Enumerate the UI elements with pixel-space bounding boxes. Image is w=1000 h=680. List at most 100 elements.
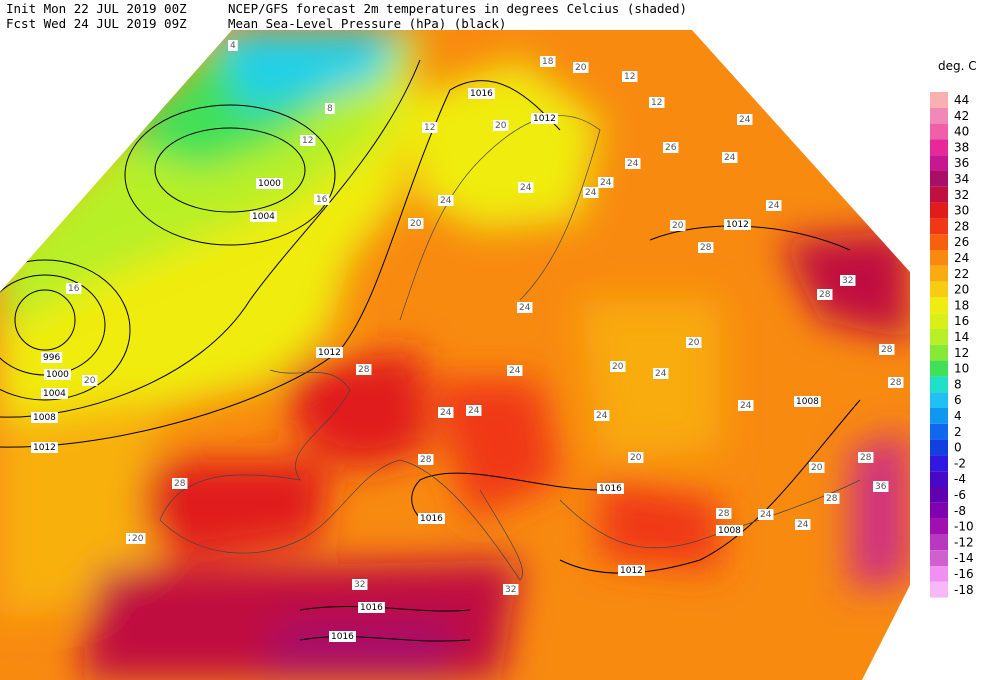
legend-label: 4 [954, 409, 962, 423]
isobar-label: 1012 [620, 566, 643, 576]
legend-label: 22 [954, 267, 969, 281]
legend-swatch [930, 423, 948, 440]
legend-swatch [930, 281, 948, 298]
legend-label: -14 [954, 551, 974, 565]
temperature-label-box [503, 584, 519, 595]
legend-label: 34 [954, 172, 969, 186]
temperature-label: 24 [739, 115, 751, 125]
isobar-label: 1012 [33, 443, 56, 453]
temperature-label-box [698, 242, 714, 253]
isobar-label: 1016 [599, 484, 622, 494]
temperature-label-box [649, 97, 665, 108]
temperature-label-box [686, 337, 702, 348]
legend-swatch [930, 360, 948, 377]
temperature-label: 20 [84, 376, 96, 386]
temperature-label: 24 [600, 178, 612, 188]
legend: 4442403836343230282624222018161412108642… [930, 92, 974, 598]
temperature-label-box [228, 40, 238, 51]
legend-label: 26 [954, 235, 969, 249]
temperature-label: 28 [718, 509, 730, 519]
isobar-label-box [716, 525, 743, 536]
temperature-label-box [625, 158, 641, 169]
temperature-label-box [670, 220, 686, 231]
temperature-label: 20 [811, 463, 823, 473]
temperature-label-box [438, 195, 454, 206]
isobar-label-box [41, 352, 63, 363]
isobar-label: 1008 [796, 397, 819, 407]
temperature-label: 24 [596, 411, 608, 421]
isobar-label-box [618, 565, 645, 576]
isobar-label-box [597, 483, 624, 494]
temperature-label-box [314, 194, 330, 205]
temperature-label: 24 [440, 196, 452, 206]
legend-swatch [930, 313, 948, 329]
legend-swatch [930, 455, 948, 472]
legend-swatch [930, 518, 948, 535]
isobar-label-box [358, 602, 385, 613]
legend-label: -12 [954, 535, 974, 549]
legend-swatch [930, 123, 948, 140]
isobar-label: 1008 [718, 526, 741, 536]
isobar-label-box [794, 396, 821, 407]
temperature-label: 28 [860, 453, 872, 463]
temperature-label: 24 [627, 159, 639, 169]
temperature-label: 12 [624, 72, 635, 82]
temperature-label-box [466, 405, 482, 416]
isobar-label-box [316, 347, 343, 358]
temperature-label: 16 [316, 195, 328, 205]
temperature-label-box [722, 152, 738, 163]
temperature-label-box [716, 508, 732, 519]
legend-label: 18 [954, 298, 969, 312]
isobar-label: 1008 [33, 413, 56, 423]
temperature-label-box [300, 135, 316, 146]
temperature-label-box [879, 344, 895, 355]
temperature-label: 24 [740, 401, 752, 411]
isobar-label-box [256, 178, 283, 189]
temperature-label-box [737, 114, 753, 125]
legend-label: -10 [954, 520, 974, 534]
temperature-label: 20 [672, 221, 684, 231]
isobar-label: 1016 [360, 603, 383, 613]
temperature-label: 28 [174, 479, 186, 489]
legend-swatch [930, 107, 948, 124]
temperature-label: 28 [890, 378, 902, 388]
temperature-label-box [583, 187, 599, 198]
temperature-label-box [610, 361, 626, 372]
temperature-label: 24 [655, 369, 667, 379]
legend-label: 2 [954, 425, 962, 439]
legend-label: 10 [954, 362, 969, 376]
temperature-label: 24 [509, 366, 521, 376]
isobar-label: 1004 [252, 212, 275, 222]
legend-title: deg. C [938, 59, 977, 73]
temperature-label: 24 [760, 510, 772, 520]
header-subtitle: Mean Sea-Level Pressure (hPa) (black) [228, 16, 506, 31]
legend-swatch [930, 297, 948, 314]
temperature-label-box [663, 142, 679, 153]
isobar-label-box [724, 219, 751, 230]
temperature-label-box [873, 481, 889, 492]
legend-swatch [930, 581, 948, 598]
legend-swatch [930, 265, 948, 282]
legend-label: 16 [954, 314, 969, 328]
legend-swatch [930, 139, 948, 156]
legend-swatch [930, 550, 948, 566]
legend-label: 40 [954, 125, 969, 139]
temperature-label-box [418, 454, 434, 465]
temperature-label: 28 [358, 365, 370, 375]
temperature-label-box [809, 462, 825, 473]
isobar-label-box [31, 442, 58, 453]
legend-label: 24 [954, 251, 969, 265]
legend-label: -4 [954, 472, 966, 486]
temperature-label-box [817, 289, 833, 300]
legend-swatch [930, 534, 948, 551]
coastlines [159, 115, 861, 581]
legend-swatch [930, 439, 948, 456]
legend-swatch [930, 566, 948, 582]
isobar-label-box [531, 113, 558, 124]
temperature-label-box [422, 122, 438, 133]
temperature-label-box [352, 579, 368, 590]
temperature-label: 24 [797, 520, 809, 530]
temperature-label: 32 [842, 276, 853, 286]
legend-label: 6 [954, 393, 962, 407]
